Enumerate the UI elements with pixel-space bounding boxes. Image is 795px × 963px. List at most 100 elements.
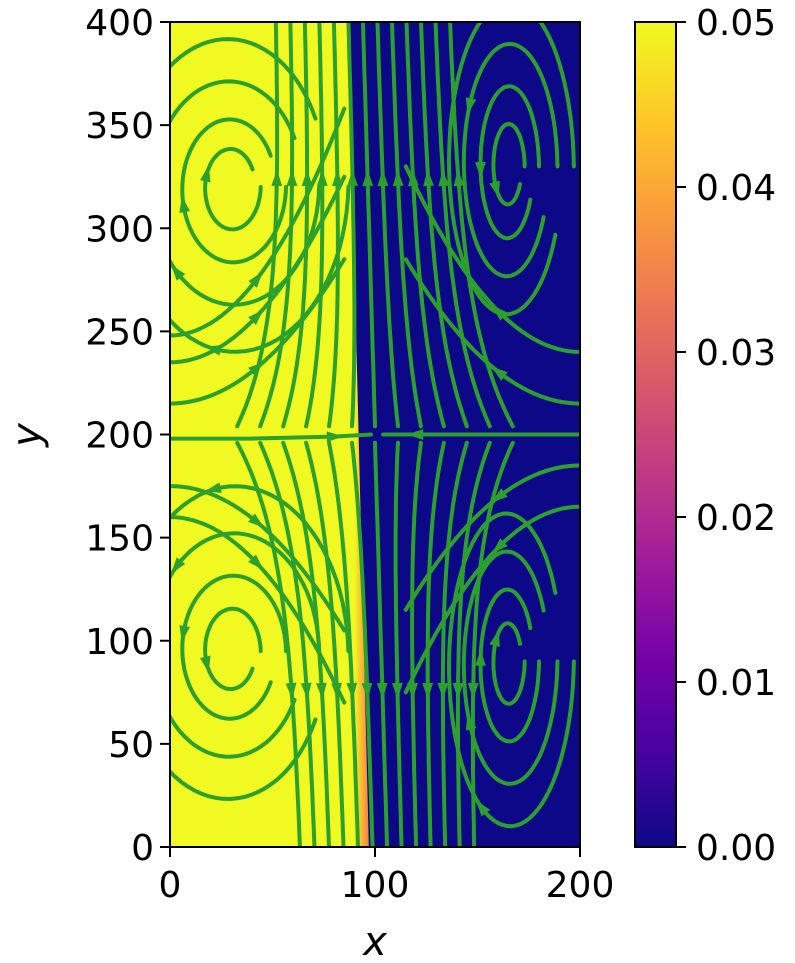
y-tick-label: 100 xyxy=(85,622,154,663)
streamline xyxy=(403,504,580,695)
streamline xyxy=(327,22,340,429)
streamline xyxy=(170,531,322,759)
streamline xyxy=(446,22,576,317)
stream-arrow xyxy=(171,264,186,281)
y-tick-label: 300 xyxy=(85,209,154,250)
streamline xyxy=(491,122,527,207)
streamline xyxy=(461,549,560,786)
streamline xyxy=(478,587,541,744)
stream-arrow xyxy=(491,488,508,503)
x-axis-label: x xyxy=(361,919,387,963)
streamline xyxy=(327,440,360,847)
y-axis: 0 50 100 150 200 250 300 350 400 xyxy=(85,3,170,869)
streamline xyxy=(404,22,446,429)
stream-arrow xyxy=(179,625,191,642)
stream-arrow xyxy=(204,482,222,493)
streamline xyxy=(440,440,469,847)
streamline xyxy=(403,164,580,354)
stream-arrow xyxy=(438,169,450,187)
streamline xyxy=(448,22,515,429)
stream-arrow xyxy=(489,180,500,198)
stream-arrow xyxy=(361,682,373,700)
streamline xyxy=(170,484,351,802)
stream-arrow xyxy=(171,557,186,574)
streamline xyxy=(446,511,576,829)
streamline xyxy=(390,22,423,429)
colorbar-ticks: 0.00 0.01 0.02 0.03 0.04 0.05 xyxy=(676,3,776,869)
stream-arrow xyxy=(300,682,312,700)
stream-arrow xyxy=(271,169,283,187)
colorbar-tick-label: 0.02 xyxy=(696,498,776,539)
streamline xyxy=(491,621,527,706)
stream-arrow xyxy=(475,161,486,179)
colorbar-tick-label: 0.03 xyxy=(696,333,776,374)
stream-arrow xyxy=(301,169,313,186)
colorbar-tick-label: 0.00 xyxy=(696,828,776,869)
stream-arrow xyxy=(200,165,211,183)
streamline xyxy=(281,22,310,429)
stream-arrow xyxy=(179,196,191,213)
streamline xyxy=(235,440,302,847)
streamline xyxy=(258,440,317,847)
streamline xyxy=(304,440,346,847)
streamline xyxy=(375,22,400,429)
colorbar-tick-label: 0.05 xyxy=(696,3,776,44)
stream-arrow xyxy=(248,361,265,377)
stream-arrow xyxy=(248,513,265,528)
stream-arrow xyxy=(362,169,374,187)
streamline xyxy=(455,440,492,847)
streamline xyxy=(433,22,492,429)
stream-arrow xyxy=(248,271,263,288)
stream-arrow xyxy=(285,682,297,700)
stream-arrow xyxy=(346,682,358,700)
stream-arrow xyxy=(248,554,264,570)
plot-area xyxy=(169,21,581,848)
streamline xyxy=(478,84,541,241)
x-axis: 0 100 200 xyxy=(159,847,615,906)
streamline xyxy=(373,440,390,847)
streamline xyxy=(346,22,357,429)
stream-arrow xyxy=(492,538,508,554)
streamline xyxy=(393,440,404,847)
stream-arrow xyxy=(489,629,500,647)
stream-arrow xyxy=(491,366,508,381)
stream-arrow xyxy=(422,683,434,700)
stream-arrow xyxy=(437,683,449,700)
streamline xyxy=(203,147,263,232)
stream-arrow xyxy=(326,431,343,443)
x-tick-label: 200 xyxy=(546,865,615,906)
y-tick-label: 50 xyxy=(108,725,154,766)
stream-arrow xyxy=(248,309,264,325)
colorbar-tick-label: 0.01 xyxy=(696,663,776,704)
y-tick-label: 400 xyxy=(85,3,154,44)
stream-arrow xyxy=(475,22,485,28)
stream-arrow xyxy=(391,682,403,700)
x-tick-label: 100 xyxy=(341,865,410,906)
stream-arrow xyxy=(376,682,388,700)
stream-arrow xyxy=(423,169,434,187)
stream-arrow xyxy=(453,169,465,187)
streamline xyxy=(258,22,295,429)
streamline xyxy=(470,440,515,847)
y-tick-label: 350 xyxy=(85,106,154,147)
streamline xyxy=(410,440,423,847)
stream-arrow xyxy=(475,649,486,666)
streamline xyxy=(360,22,377,429)
y-tick-label: 200 xyxy=(85,416,154,457)
stream-arrow xyxy=(467,682,479,700)
stream-arrow xyxy=(465,97,477,115)
y-axis-label: y xyxy=(4,422,50,448)
stream-arrow xyxy=(347,169,359,187)
stream-arrow xyxy=(392,169,404,187)
streamline xyxy=(203,606,263,692)
stream-arrow xyxy=(286,169,298,187)
stream-arrow xyxy=(492,305,508,321)
y-tick-label: 0 xyxy=(131,828,154,869)
y-tick-label: 250 xyxy=(85,312,154,353)
streamline xyxy=(170,432,373,441)
streamline xyxy=(350,440,375,847)
stream-arrow xyxy=(407,429,424,440)
y-tick-label: 150 xyxy=(85,519,154,560)
colorbar: 0.00 0.01 0.02 0.03 0.04 0.05 xyxy=(634,3,776,869)
stream-arrow xyxy=(316,169,328,186)
